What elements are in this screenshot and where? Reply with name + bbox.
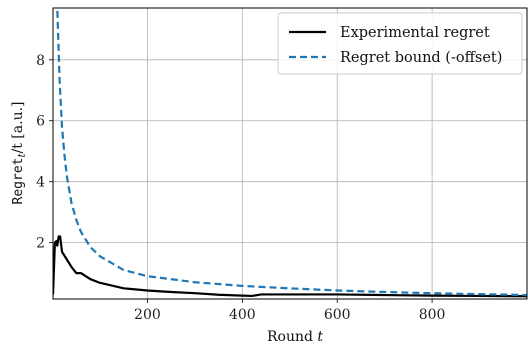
- plot-frame: [52, 7, 528, 300]
- y-axis-label-mono: Regret: [11, 158, 26, 205]
- x-tick-label-400: 400: [229, 307, 256, 323]
- x-tick-label-200: 200: [134, 307, 161, 323]
- y-tick-label-6: 6: [36, 114, 45, 130]
- tick-layer: 200 400 600 800 2 4 6 8: [36, 53, 445, 323]
- x-tick-label-800: 800: [419, 307, 446, 323]
- y-tick-label-2: 2: [36, 236, 45, 252]
- legend-label-experimental: Experimental regret: [340, 25, 490, 41]
- x-axis-label-variable: t: [317, 329, 323, 345]
- y-axis-label-rest: /t [a.u.]: [10, 102, 26, 154]
- y-tick-label-4: 4: [36, 175, 45, 191]
- x-axis-label-text: Round: [267, 329, 317, 345]
- y-axis-label-subscript: t: [17, 153, 28, 158]
- series-line-experimental-regret: [53, 235, 527, 298]
- legend: Experimental regret Regret bound (-offse…: [277, 12, 523, 75]
- x-axis-label: Round t: [267, 329, 323, 345]
- series-line-regret-bound: [56, 8, 527, 297]
- series-layer: [53, 8, 527, 298]
- y-tick-label-8: 8: [36, 53, 45, 69]
- x-tick-label-600: 600: [324, 307, 351, 323]
- y-axis-label: Regrett/t [a.u.]: [10, 102, 28, 205]
- legend-label-bound: Regret bound (-offset): [340, 50, 502, 66]
- legend-box: [277, 12, 523, 75]
